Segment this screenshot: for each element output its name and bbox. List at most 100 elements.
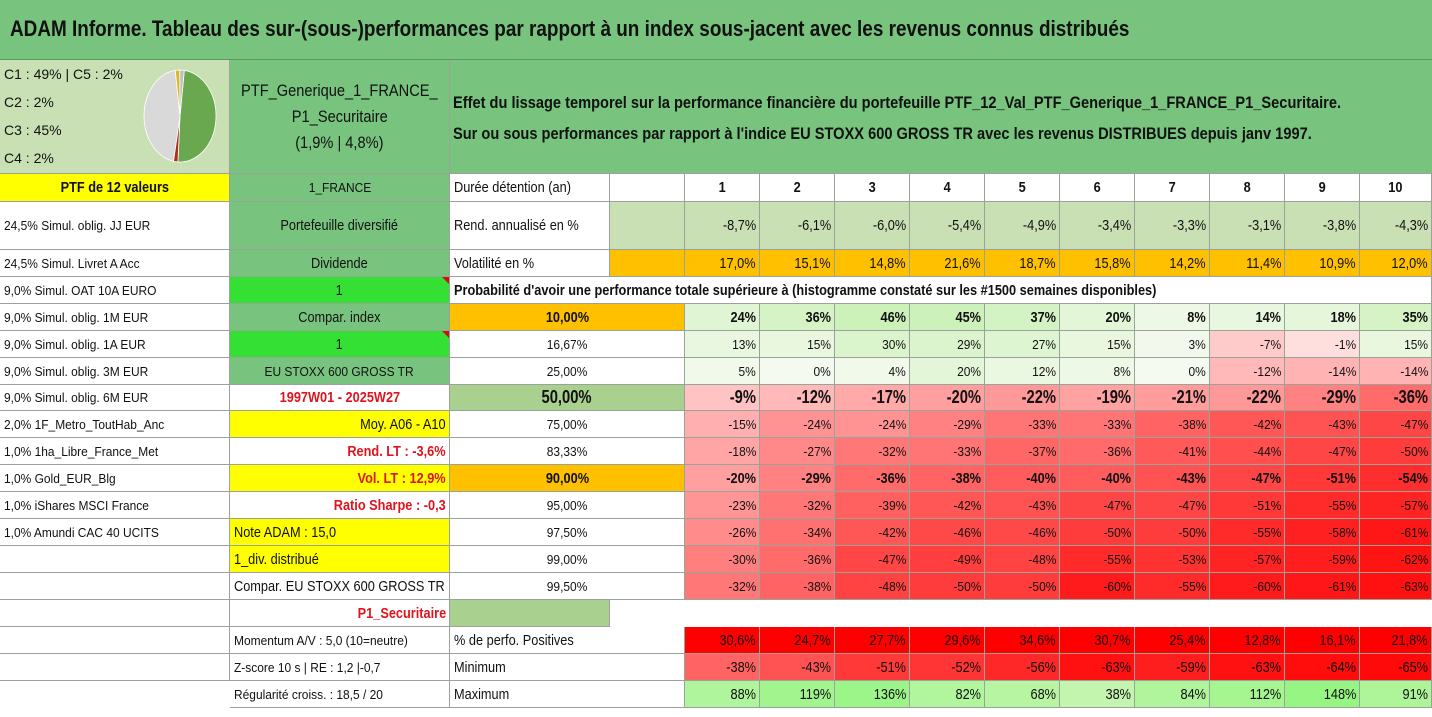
quantile-value: -32% xyxy=(685,573,760,600)
quantile-value: -60% xyxy=(1060,573,1135,600)
year-header-7: 7 xyxy=(1135,174,1210,202)
info-cell: Note ADAM : 15,0 xyxy=(230,519,450,546)
quantile-value: 14% xyxy=(1210,304,1285,331)
description-line2: Sur ou sous performances par rapport à l… xyxy=(453,124,1312,143)
quantile-value: -14% xyxy=(1360,358,1432,385)
quantile-value: -47% xyxy=(1360,411,1432,438)
quantile-label: 16,67% xyxy=(450,331,685,358)
blank-header xyxy=(610,174,685,202)
quantile-value: 20% xyxy=(910,358,985,385)
info-cell: Z-score 10 s | RE : 1,2 |-0,7 xyxy=(230,654,450,681)
quantile-value: -50% xyxy=(1060,519,1135,546)
summary-value: 30,6% xyxy=(685,627,760,654)
quantile-value: -61% xyxy=(1360,519,1432,546)
info-cell: Compar. EU STOXX 600 GROSS TR xyxy=(230,573,450,600)
holding-row-label xyxy=(0,627,230,654)
quantile-value: -57% xyxy=(1360,492,1432,519)
info-cell: 1_div. distribué xyxy=(230,546,450,573)
holding-row-label: 24,5% Simul. Livret A Acc xyxy=(0,250,230,277)
quantile-value: -61% xyxy=(1285,573,1360,600)
quantile-value: -29% xyxy=(1285,385,1360,411)
quantile-value: -20% xyxy=(910,385,985,411)
quantile-value: -60% xyxy=(1210,573,1285,600)
quantile-value: -48% xyxy=(985,546,1060,573)
volatility-value: 11,4% xyxy=(1210,250,1285,277)
quantile-value: 35% xyxy=(1360,304,1432,331)
quantile-label: 99,50% xyxy=(450,573,685,600)
year-header-3: 3 xyxy=(835,174,910,202)
quantile-value: -22% xyxy=(985,385,1060,411)
quantile-value: -51% xyxy=(1285,465,1360,492)
quantile-value: 27% xyxy=(985,331,1060,358)
summary-value: 12,8% xyxy=(1210,627,1285,654)
quantile-value: -39% xyxy=(835,492,910,519)
summary-value: -63% xyxy=(1210,654,1285,681)
summary-value: 148% xyxy=(1285,681,1360,708)
quantile-value: -55% xyxy=(1210,519,1285,546)
quantile-value: -58% xyxy=(1285,519,1360,546)
quantile-label: 99,00% xyxy=(450,546,685,573)
summary-value: 29,6% xyxy=(910,627,985,654)
volatility-value: 14,2% xyxy=(1135,250,1210,277)
summary-value: 34,6% xyxy=(985,627,1060,654)
description-cell: Effet du lissage temporel sur la perform… xyxy=(450,60,1432,174)
info-cell: Dividende xyxy=(230,250,450,277)
quantile-value: -48% xyxy=(835,573,910,600)
info-cell: Vol. LT : 12,9% xyxy=(230,465,450,492)
holding-row-label xyxy=(0,546,230,573)
summary-value: -38% xyxy=(685,654,760,681)
quantile-value: -43% xyxy=(1285,411,1360,438)
quantile-value: -30% xyxy=(685,546,760,573)
quantile-label: 95,00% xyxy=(450,492,685,519)
quantile-value: -14% xyxy=(1285,358,1360,385)
summary-value: -51% xyxy=(835,654,910,681)
year-header-9: 9 xyxy=(1285,174,1360,202)
quantile-value: -47% xyxy=(1210,465,1285,492)
blank-cell xyxy=(450,600,610,627)
summary-label: % de perfo. Positives xyxy=(450,627,685,654)
quantile-value: -50% xyxy=(1135,519,1210,546)
holding-row-label: 9,0% Simul. oblig. 3M EUR xyxy=(0,358,230,385)
annual-return-value: -3,8% xyxy=(1285,202,1360,250)
quantile-value: 18% xyxy=(1285,304,1360,331)
summary-value: 21,8% xyxy=(1360,627,1432,654)
allocation-pie-panel: C1 : 49% | C5 : 2% C2 : 2% C3 : 45% C4 :… xyxy=(0,60,230,174)
quantile-value: -57% xyxy=(1210,546,1285,573)
quantile-value: -36% xyxy=(1060,438,1135,465)
year-header-8: 8 xyxy=(1210,174,1285,202)
summary-value: 68% xyxy=(985,681,1060,708)
quantile-value: 20% xyxy=(1060,304,1135,331)
quantile-value: -44% xyxy=(1210,438,1285,465)
pie-slice-c3 xyxy=(143,69,181,162)
year-header-2: 2 xyxy=(760,174,835,202)
portfolio-count-cell: PTF de 12 valeurs xyxy=(0,174,230,202)
quantile-value: -46% xyxy=(985,519,1060,546)
summary-value: 27,7% xyxy=(835,627,910,654)
holding-row-label: 9,0% Simul. oblig. 1A EUR xyxy=(0,331,230,358)
summary-value: 88% xyxy=(685,681,760,708)
summary-value: -65% xyxy=(1360,654,1432,681)
volatility-value: 17,0% xyxy=(685,250,760,277)
quantile-label: 50,00% xyxy=(450,385,685,411)
quantile-value: -18% xyxy=(685,438,760,465)
summary-value: 82% xyxy=(910,681,985,708)
portfolio-name-cell: PTF_Generique_1_FRANCE_ P1_Securitaire (… xyxy=(230,60,450,174)
summary-label: Minimum xyxy=(450,654,685,681)
quantile-value: -47% xyxy=(1135,492,1210,519)
quantile-label: 97,50% xyxy=(450,519,685,546)
quantile-value: -42% xyxy=(1210,411,1285,438)
volatility-value: 12,0% xyxy=(1360,250,1432,277)
info-cell: 1_FRANCE xyxy=(230,174,450,202)
volatility-value: 18,7% xyxy=(985,250,1060,277)
info-cell: Ratio Sharpe : -0,3 xyxy=(230,492,450,519)
portfolio-name-line3: (1,9% | 4,8%) xyxy=(295,132,384,152)
pie-label-c2: C2 : 2% xyxy=(4,94,54,110)
holding-row-label: 1,0% iShares MSCI France xyxy=(0,492,230,519)
summary-value: -52% xyxy=(910,654,985,681)
quantile-value: -63% xyxy=(1360,573,1432,600)
quantile-value: -33% xyxy=(910,438,985,465)
quantile-value: -47% xyxy=(1285,438,1360,465)
quantile-value: -19% xyxy=(1060,385,1135,411)
year-header-10: 10 xyxy=(1360,174,1432,202)
annual-return-value: -3,1% xyxy=(1210,202,1285,250)
